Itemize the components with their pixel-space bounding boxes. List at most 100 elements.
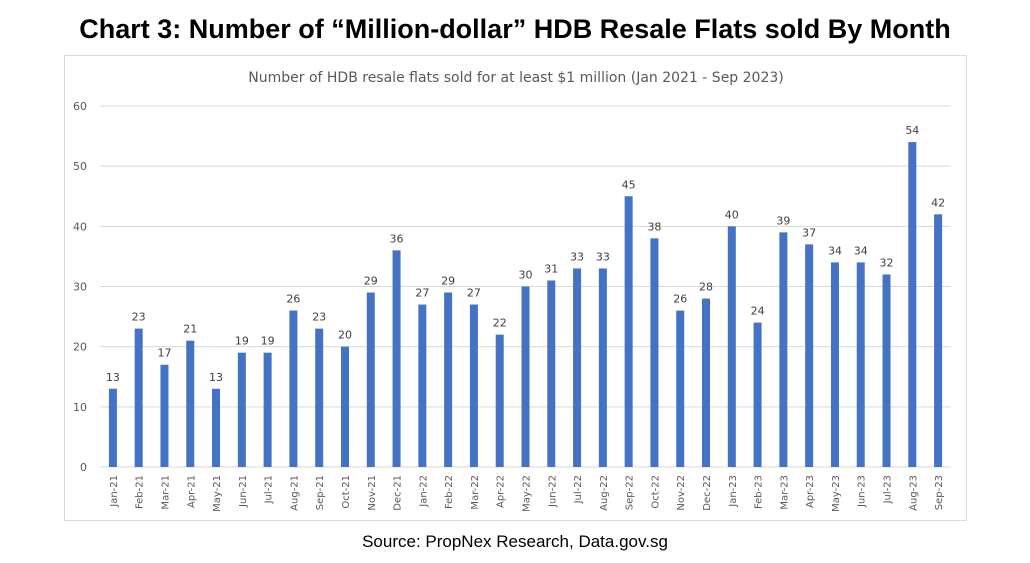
- data-label: 37: [802, 226, 816, 239]
- x-tick-label: Aug-21: [289, 475, 300, 511]
- x-tick-label: Dec-21: [393, 475, 404, 511]
- y-tick-label: 30: [73, 281, 87, 294]
- bar: [392, 250, 401, 467]
- y-tick-label: 60: [73, 100, 87, 113]
- bars: [108, 142, 943, 467]
- x-tick-label: Feb-22: [444, 475, 455, 509]
- bar: [134, 328, 143, 467]
- bar: [444, 292, 453, 467]
- data-label: 19: [261, 335, 275, 348]
- x-tick-label: Nov-21: [367, 475, 378, 511]
- data-label: 45: [622, 178, 636, 191]
- data-label: 36: [390, 232, 404, 245]
- bar: [934, 214, 943, 467]
- x-tick-label: Feb-21: [135, 475, 146, 509]
- x-tick-label: Nov-22: [676, 475, 687, 511]
- y-tick-label: 0: [80, 461, 87, 474]
- data-label: 21: [183, 323, 197, 336]
- x-tick-label: Jan-21: [109, 475, 120, 508]
- chart-heading: Chart 3: Number of “Million-dollar” HDB …: [79, 14, 951, 44]
- bar: [289, 310, 298, 467]
- data-label: 27: [467, 287, 481, 300]
- x-tick-label: Oct-22: [650, 475, 661, 509]
- data-label: 42: [931, 196, 945, 209]
- data-label: 24: [751, 305, 765, 318]
- data-label: 20: [338, 329, 352, 342]
- y-tick-label: 20: [73, 341, 87, 354]
- bar: [702, 298, 711, 467]
- x-tick-label: Jun-22: [547, 475, 558, 508]
- bar-chart: Number of HDB resale flats sold for at l…: [73, 70, 951, 512]
- data-label: 19: [235, 335, 249, 348]
- bar: [676, 310, 685, 467]
- x-axis-ticks: Jan-21 Feb-21 Mar-21 Apr-21 May-21 Jun-21 Jul-…: [109, 475, 945, 512]
- data-label: 23: [312, 311, 326, 324]
- x-tick-label: Jul-22: [573, 475, 584, 504]
- bar: [624, 196, 633, 467]
- x-tick-label: Jun-21: [238, 475, 249, 508]
- bar: [315, 328, 324, 467]
- x-tick-label: May-21: [212, 475, 223, 512]
- data-label: 40: [725, 208, 739, 221]
- data-label: 34: [854, 244, 868, 257]
- bar: [160, 364, 169, 467]
- x-tick-label: Oct-21: [341, 475, 352, 509]
- x-tick-label: May-23: [831, 475, 842, 512]
- data-label: 26: [673, 293, 687, 306]
- data-label: 32: [880, 256, 894, 269]
- y-tick-label: 40: [73, 220, 87, 233]
- x-tick-label: Sep-23: [934, 475, 945, 510]
- bar: [598, 268, 607, 467]
- x-tick-label: Sep-22: [625, 475, 636, 510]
- y-tick-label: 50: [73, 160, 87, 173]
- x-tick-label: Jan-22: [418, 475, 429, 508]
- data-label: 13: [106, 371, 120, 384]
- x-tick-label: Dec-22: [702, 475, 713, 511]
- x-tick-label: Sep-21: [315, 475, 326, 510]
- bar: [469, 304, 478, 467]
- bar: [366, 292, 375, 467]
- data-label: 30: [519, 269, 533, 282]
- x-tick-label: Feb-23: [754, 475, 765, 509]
- data-label: 29: [441, 275, 455, 288]
- data-label: 22: [493, 317, 507, 330]
- data-label: 33: [570, 250, 584, 263]
- data-label: 13: [209, 371, 223, 384]
- x-tick-label: Aug-23: [908, 475, 919, 511]
- x-tick-label: Jan-23: [728, 475, 739, 508]
- data-label: 39: [776, 214, 790, 227]
- bar: [727, 226, 736, 467]
- data-labels: 13 23 17 21 13 19 19 26 23 20 29 36 27 29 27 22 30 31 33 33…: [106, 124, 945, 384]
- chart-title: Number of HDB resale flats sold for at l…: [248, 70, 784, 86]
- y-axis-ticks: 0 10 20 30 40 50 60: [73, 100, 87, 474]
- bar: [882, 274, 891, 467]
- data-label: 26: [286, 293, 300, 306]
- bar: [521, 286, 530, 467]
- bar: [418, 304, 427, 467]
- bar: [753, 322, 762, 467]
- x-tick-label: Mar-22: [470, 475, 481, 510]
- bar: [212, 388, 221, 467]
- bar: [856, 262, 865, 467]
- source-note: Source: PropNex Research, Data.gov.sg: [362, 532, 668, 551]
- x-tick-label: Jul-23: [883, 475, 894, 504]
- data-label: 23: [132, 311, 146, 324]
- data-label: 38: [647, 220, 661, 233]
- data-label: 29: [364, 275, 378, 288]
- chart-container: Number of HDB resale flats sold for at l…: [64, 55, 967, 521]
- bar: [186, 340, 195, 467]
- x-tick-label: Aug-22: [599, 475, 610, 511]
- x-tick-label: Jun-23: [857, 475, 868, 508]
- data-label: 34: [828, 244, 842, 257]
- bar: [573, 268, 582, 467]
- x-tick-label: Apr-22: [496, 475, 507, 508]
- bar: [547, 280, 556, 467]
- bar: [263, 352, 272, 467]
- bar: [908, 142, 917, 467]
- y-tick-label: 10: [73, 401, 87, 414]
- data-label: 27: [415, 287, 429, 300]
- bar: [830, 262, 839, 467]
- bar: [108, 388, 117, 467]
- bar: [779, 232, 788, 467]
- bar: [340, 346, 349, 467]
